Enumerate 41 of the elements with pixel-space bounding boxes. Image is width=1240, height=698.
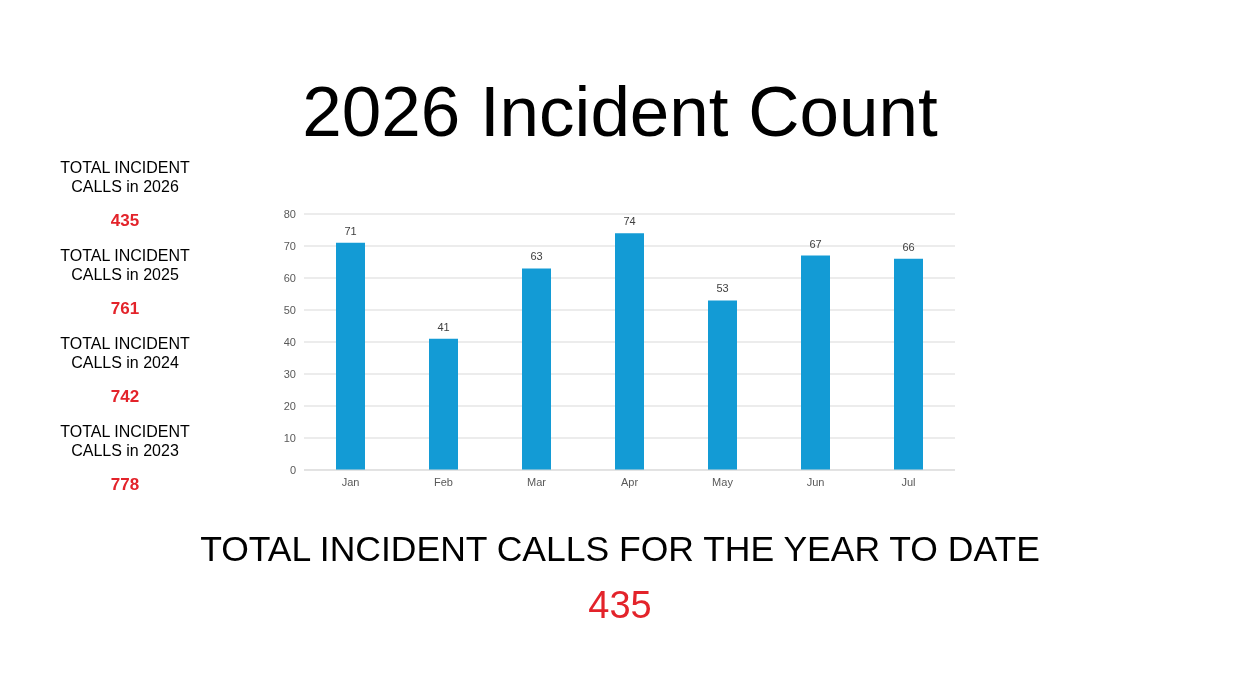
data-label: 41 [437,320,450,333]
text: TOTAL INCIDENT CALLS in 2023 [59,422,191,460]
text: TOTAL INCIDENT CALLS in 2025 [59,246,191,284]
data-label: 67 [809,237,822,250]
text: TOTAL INCIDENT CALLS in 2026 [59,158,191,196]
y-tick-label: 80 [283,207,296,220]
x-tick-label: Mar [527,475,547,488]
y-tick-label: 40 [283,335,296,348]
x-tick-label: Apr [620,475,639,488]
y-tick-label: 50 [283,303,296,316]
bar [708,300,737,470]
x-tick-label: Jan [341,475,360,488]
y-tick-label: 30 [283,367,296,380]
y-tick-label: 0 [289,463,296,476]
chart-title: 2026 Incident Count [301,72,939,152]
text: 742 [110,387,140,407]
bar [801,255,830,470]
bar [336,242,365,470]
text: TOTAL INCIDENT CALLS FOR THE YEAR TO DATE [199,528,1041,571]
bar [615,233,644,470]
bar [429,338,458,470]
y-tick-label: 20 [283,399,296,412]
data-label: 71 [344,224,357,237]
data-label: 66 [902,240,915,253]
text: 778 [110,475,140,495]
bar [522,268,551,470]
x-tick-label: Feb [434,475,453,488]
data-label: 74 [623,215,636,228]
text: 435 [110,211,140,231]
y-tick-label: 70 [283,239,296,252]
x-tick-label: Jun [806,475,825,488]
text: TOTAL INCIDENT CALLS in 2024 [59,334,191,372]
y-tick-label: 10 [283,431,296,444]
x-tick-label: Jul [901,475,916,488]
text: 435 [587,583,653,627]
bar [894,258,923,470]
data-label: 63 [530,250,543,263]
data-label: 53 [716,282,729,295]
x-tick-label: May [712,475,734,488]
text: 761 [110,299,140,319]
y-tick-label: 60 [283,271,296,284]
